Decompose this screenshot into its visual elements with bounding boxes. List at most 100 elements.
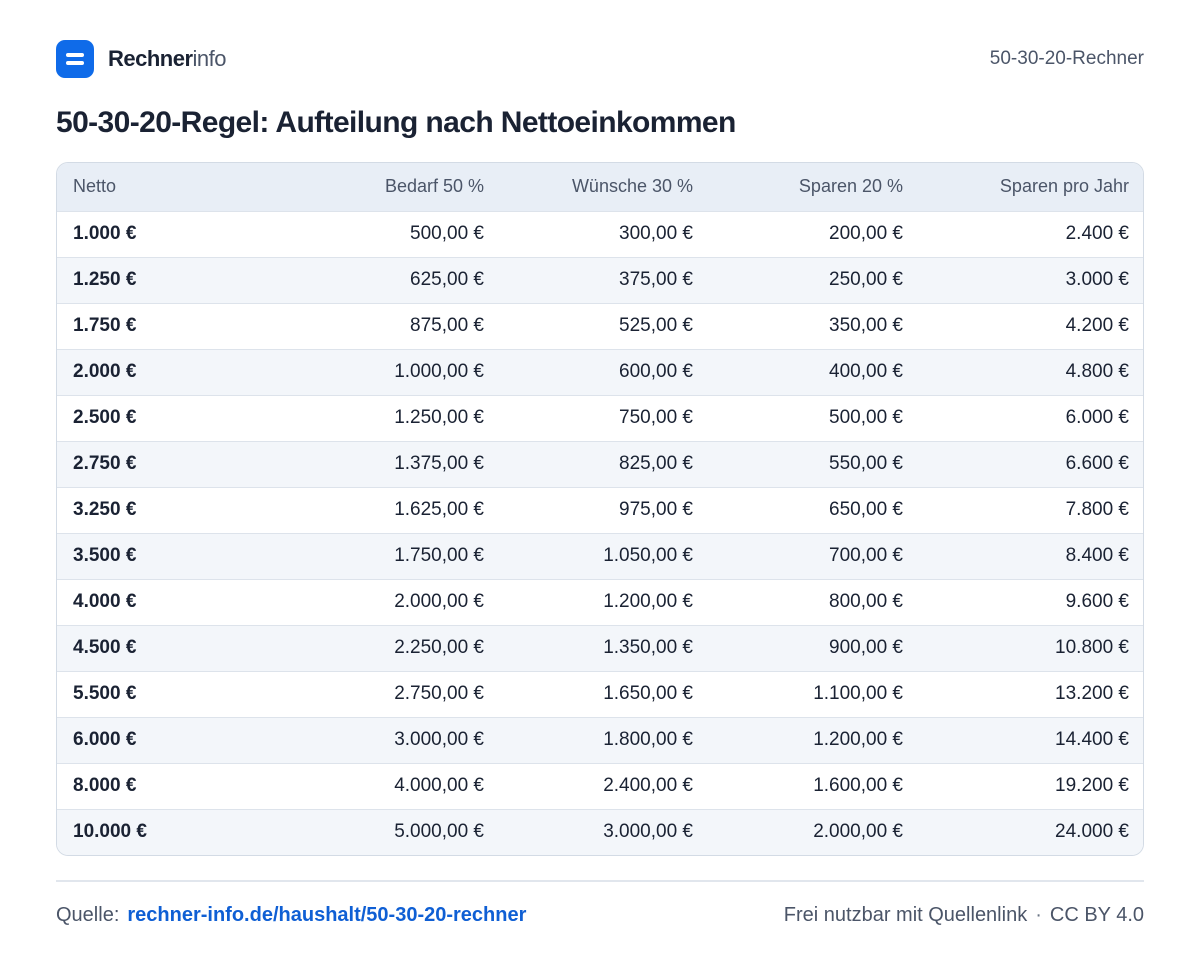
table-row: 5.500 €2.750,00 €1.650,00 €1.100,00 €13.…	[57, 670, 1143, 717]
cell-wuensche: 1.350,00 €	[500, 624, 709, 671]
cell-bedarf: 625,00 €	[287, 256, 500, 303]
cell-wuensche: 525,00 €	[500, 302, 709, 349]
cell-sparen-pro-jahr: 14.400 €	[919, 716, 1143, 763]
cell-sparen: 900,00 €	[709, 624, 919, 671]
cell-netto: 10.000 €	[57, 808, 287, 855]
source: Quelle: rechner-info.de/haushalt/50-30-20…	[56, 904, 526, 927]
table-row: 2.750 €1.375,00 €825,00 €550,00 €6.600 €	[57, 440, 1143, 487]
cell-sparen: 400,00 €	[709, 348, 919, 395]
page-title: 50-30-20-Regel: Aufteilung nach Nettoein…	[56, 106, 736, 139]
cell-bedarf: 4.000,00 €	[287, 762, 500, 809]
table-row: 1.000 €500,00 €300,00 €200,00 €2.400 €	[57, 210, 1143, 257]
source-link[interactable]: rechner-info.de/haushalt/50-30-20-rechne…	[127, 904, 527, 926]
cell-bedarf: 2.000,00 €	[287, 578, 500, 625]
table-row: 1.250 €625,00 €375,00 €250,00 €3.000 €	[57, 256, 1143, 303]
cell-sparen: 1.600,00 €	[709, 762, 919, 809]
brand-name-bold: Rechner	[108, 46, 193, 71]
cell-wuensche: 750,00 €	[500, 394, 709, 441]
cell-sparen-pro-jahr: 13.200 €	[919, 670, 1143, 717]
cell-bedarf: 1.375,00 €	[287, 440, 500, 487]
table-row: 4.500 €2.250,00 €1.350,00 €900,00 €10.80…	[57, 624, 1143, 671]
cell-sparen-pro-jahr: 4.800 €	[919, 348, 1143, 395]
page-footer: Quelle: rechner-info.de/haushalt/50-30-20…	[56, 904, 1144, 927]
column-header-bedarf: Bedarf 50 %	[287, 163, 500, 211]
column-header-wuensche: Wünsche 30 %	[500, 163, 709, 211]
cell-netto: 2.000 €	[57, 348, 287, 395]
cell-sparen-pro-jahr: 8.400 €	[919, 532, 1143, 579]
table-body: 1.000 €500,00 €300,00 €200,00 €2.400 €1.…	[57, 210, 1143, 855]
cell-netto: 5.500 €	[57, 670, 287, 717]
cell-sparen: 550,00 €	[709, 440, 919, 487]
cell-sparen: 1.200,00 €	[709, 716, 919, 763]
cell-wuensche: 1.200,00 €	[500, 578, 709, 625]
cell-netto: 6.000 €	[57, 716, 287, 763]
cell-wuensche: 1.650,00 €	[500, 670, 709, 717]
cell-sparen: 700,00 €	[709, 532, 919, 579]
cell-wuensche: 825,00 €	[500, 440, 709, 487]
cell-sparen: 350,00 €	[709, 302, 919, 349]
license-name: CC BY 4.0	[1049, 904, 1144, 926]
table-row: 2.000 €1.000,00 €600,00 €400,00 €4.800 €	[57, 348, 1143, 395]
cell-bedarf: 1.000,00 €	[287, 348, 500, 395]
cell-sparen-pro-jahr: 2.400 €	[919, 210, 1143, 257]
cell-sparen-pro-jahr: 7.800 €	[919, 486, 1143, 533]
cell-sparen: 200,00 €	[709, 210, 919, 257]
cell-bedarf: 1.625,00 €	[287, 486, 500, 533]
allocation-table-container: Netto Bedarf 50 % Wünsche 30 % Sparen 20…	[56, 162, 1144, 856]
cell-sparen-pro-jahr: 4.200 €	[919, 302, 1143, 349]
cell-wuensche: 600,00 €	[500, 348, 709, 395]
cell-wuensche: 2.400,00 €	[500, 762, 709, 809]
cell-sparen-pro-jahr: 24.000 €	[919, 808, 1143, 855]
cell-bedarf: 5.000,00 €	[287, 808, 500, 855]
cell-wuensche: 375,00 €	[500, 256, 709, 303]
cell-bedarf: 1.750,00 €	[287, 532, 500, 579]
cell-sparen-pro-jahr: 6.600 €	[919, 440, 1143, 487]
cell-bedarf: 2.250,00 €	[287, 624, 500, 671]
allocation-table: Netto Bedarf 50 % Wünsche 30 % Sparen 20…	[57, 163, 1143, 855]
calculator-name: 50-30-20-Rechner	[989, 48, 1144, 69]
cell-sparen-pro-jahr: 6.000 €	[919, 394, 1143, 441]
cell-sparen: 250,00 €	[709, 256, 919, 303]
cell-sparen: 800,00 €	[709, 578, 919, 625]
table-row: 4.000 €2.000,00 €1.200,00 €800,00 €9.600…	[57, 578, 1143, 625]
cell-sparen-pro-jahr: 19.200 €	[919, 762, 1143, 809]
cell-sparen: 650,00 €	[709, 486, 919, 533]
column-header-sparen-pro-jahr: Sparen pro Jahr	[919, 163, 1143, 211]
brand-name-light: info	[192, 46, 227, 71]
cell-sparen-pro-jahr: 9.600 €	[919, 578, 1143, 625]
cell-bedarf: 875,00 €	[287, 302, 500, 349]
cell-sparen: 500,00 €	[709, 394, 919, 441]
cell-netto: 1.000 €	[57, 210, 287, 257]
cell-netto: 8.000 €	[57, 762, 287, 809]
cell-bedarf: 3.000,00 €	[287, 716, 500, 763]
brand[interactable]: Rechnerinfo	[56, 40, 227, 78]
cell-bedarf: 2.750,00 €	[287, 670, 500, 717]
license-text: Frei nutzbar mit Quellenlink	[783, 904, 1028, 926]
source-label: Quelle:	[56, 904, 120, 926]
table-row: 2.500 €1.250,00 €750,00 €500,00 €6.000 €	[57, 394, 1143, 441]
table-row: 3.250 €1.625,00 €975,00 €650,00 €7.800 €	[57, 486, 1143, 533]
table-row: 3.500 €1.750,00 €1.050,00 €700,00 €8.400…	[57, 532, 1143, 579]
cell-wuensche: 1.050,00 €	[500, 532, 709, 579]
rechnerinfo-logo-icon	[56, 40, 94, 78]
brand-name: Rechnerinfo	[108, 46, 227, 72]
cell-wuensche: 975,00 €	[500, 486, 709, 533]
license: Frei nutzbar mit Quellenlink · CC BY 4.0	[784, 904, 1144, 927]
page-header: Rechnerinfo 50-30-20-Rechner	[56, 40, 1144, 78]
table-row: 10.000 €5.000,00 €3.000,00 €2.000,00 €24…	[57, 808, 1143, 855]
column-header-sparen: Sparen 20 %	[709, 163, 919, 211]
cell-netto: 2.750 €	[57, 440, 287, 487]
cell-netto: 1.750 €	[57, 302, 287, 349]
cell-netto: 4.000 €	[57, 578, 287, 625]
table-row: 1.750 €875,00 €525,00 €350,00 €4.200 €	[57, 302, 1143, 349]
cell-wuensche: 300,00 €	[500, 210, 709, 257]
table-row: 6.000 €3.000,00 €1.800,00 €1.200,00 €14.…	[57, 716, 1143, 763]
column-header-netto: Netto	[57, 163, 287, 211]
cell-wuensche: 3.000,00 €	[500, 808, 709, 855]
cell-sparen-pro-jahr: 10.800 €	[919, 624, 1143, 671]
cell-bedarf: 1.250,00 €	[287, 394, 500, 441]
cell-netto: 2.500 €	[57, 394, 287, 441]
cell-netto: 4.500 €	[57, 624, 287, 671]
cell-netto: 3.500 €	[57, 532, 287, 579]
cell-sparen: 1.100,00 €	[709, 670, 919, 717]
